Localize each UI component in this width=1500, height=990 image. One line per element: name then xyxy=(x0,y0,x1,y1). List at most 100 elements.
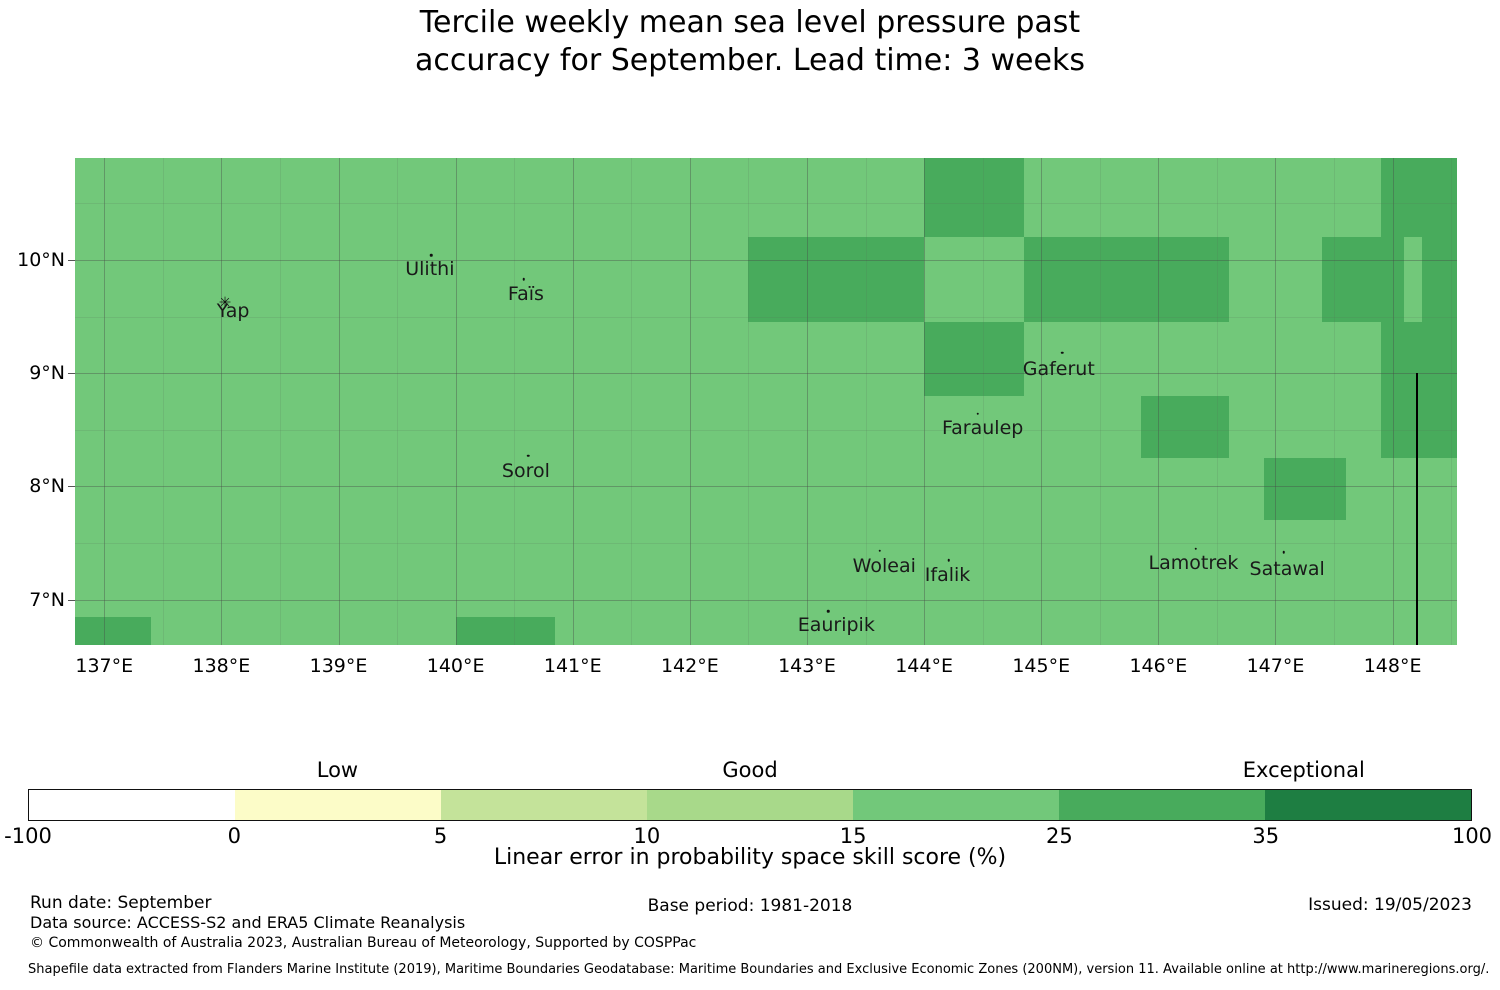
map-gridline-vertical xyxy=(514,158,516,645)
colorbar-tick-label: 100 xyxy=(1451,824,1493,848)
island-marker-icon xyxy=(429,254,433,257)
island-marker-icon xyxy=(526,454,530,458)
island-marker-icon xyxy=(1282,550,1285,554)
x-axis-tick-label: 141°E xyxy=(543,655,602,677)
island-marker-icon xyxy=(878,549,881,553)
eez-boundary-line xyxy=(1416,373,1418,645)
colorbar-segment xyxy=(441,790,647,820)
footer-base-period: Base period: 1981-2018 xyxy=(647,896,853,916)
map-gridline-horizontal xyxy=(75,259,1457,261)
colorbar-tick-label: 35 xyxy=(1252,824,1280,848)
map-gridline-horizontal xyxy=(75,429,1457,431)
x-axis-tick-label: 144°E xyxy=(895,655,953,677)
colorbar-category-label: Low xyxy=(316,758,359,782)
map-heatmap-panel: ✳ Yap Ulithi Faïs Gaferut Faraulep Sorol Woleai… xyxy=(75,158,1457,645)
island-marker-icon xyxy=(522,277,525,281)
map-gridline-vertical xyxy=(572,158,574,645)
island-label: Sorol xyxy=(501,459,550,482)
colorbar-tick-label: 15 xyxy=(839,824,867,848)
island-marker-icon xyxy=(826,609,830,613)
map-gridline-horizontal xyxy=(75,203,1457,205)
y-axis-tick-label: 8°N xyxy=(29,475,65,498)
map-gridline-horizontal xyxy=(75,316,1457,318)
island-marker-icon xyxy=(947,558,950,562)
footer-shapefile-note: Shapefile data extracted from Flanders M… xyxy=(28,962,1490,977)
heatmap-cell xyxy=(1380,158,1457,238)
map-gridline-vertical xyxy=(1041,158,1043,645)
map-gridline-vertical xyxy=(1216,158,1218,645)
island-marker-icon xyxy=(1194,547,1198,550)
colorbar-tick-label: 5 xyxy=(433,824,448,848)
colorbar-axis-label: Linear error in probability space skill … xyxy=(493,845,1007,870)
colorbar-tick-label: 0 xyxy=(227,824,241,848)
colorbar-segment xyxy=(647,790,853,820)
x-axis-tick-label: 138°E xyxy=(192,655,251,677)
map-gridline-vertical xyxy=(1451,158,1453,645)
map-gridline-vertical xyxy=(221,158,223,645)
map-gridline-horizontal xyxy=(75,486,1457,488)
x-axis-tick-label: 142°E xyxy=(660,655,719,677)
island-label: Lamotrek xyxy=(1148,552,1239,575)
island-label: Ulithi xyxy=(405,257,455,280)
y-axis-tick-label: 9°N xyxy=(29,362,65,385)
map-gridline-vertical xyxy=(1275,158,1277,645)
footer-issued-date: Issued: 19/05/2023 xyxy=(1308,895,1472,915)
heatmap-cell xyxy=(1380,322,1457,459)
y-axis-tick-label: 10°N xyxy=(17,248,65,271)
map-gridline-vertical xyxy=(1392,158,1394,645)
map-gridline-vertical xyxy=(806,158,808,645)
island-label: Woleai xyxy=(852,554,916,577)
map-gridline-vertical xyxy=(1334,158,1336,645)
island-label: Satawal xyxy=(1249,558,1325,581)
map-gridline-vertical xyxy=(104,158,106,645)
x-axis-tick-label: 145°E xyxy=(1012,655,1071,677)
map-gridline-vertical xyxy=(455,158,457,645)
x-axis-tick-label: 146°E xyxy=(1129,655,1188,677)
map-gridline-vertical xyxy=(397,158,399,645)
colorbar-segment xyxy=(235,790,441,820)
page-title: Tercile weekly mean sea level pressure p… xyxy=(415,5,1085,78)
capital-star-icon: ✳ xyxy=(218,293,232,312)
map-gridline-vertical xyxy=(748,158,750,645)
footer-run-date: Run date: September xyxy=(30,893,212,913)
map-gridline-horizontal xyxy=(75,543,1457,545)
island-label: Ifalik xyxy=(924,563,971,586)
x-axis-tick-label: 137°E xyxy=(75,655,134,677)
colorbar-category-label: Exceptional xyxy=(1242,758,1365,782)
map-gridline-vertical xyxy=(631,158,633,645)
map-gridline-vertical xyxy=(982,158,984,645)
map-gridline-vertical xyxy=(338,158,340,645)
colorbar-tick-label: 10 xyxy=(633,824,661,848)
heatmap-cell xyxy=(924,322,1024,396)
map-gridline-vertical xyxy=(689,158,691,645)
heatmap-cell xyxy=(1263,458,1346,521)
map-gridline-vertical xyxy=(1158,158,1160,645)
map-gridline-vertical xyxy=(162,158,164,645)
x-axis-tick-label: 140°E xyxy=(426,655,485,677)
heatmap-cell xyxy=(455,616,556,645)
x-axis-tick-label: 143°E xyxy=(778,655,836,677)
heatmap-cell xyxy=(748,237,925,323)
colorbar-segment xyxy=(853,790,1059,820)
y-axis-tick-label: 7°N xyxy=(29,588,65,611)
heatmap-cell xyxy=(924,158,1024,238)
island-label: Eauripik xyxy=(797,613,875,636)
x-axis-tick-label: 139°E xyxy=(309,655,368,677)
colorbar xyxy=(28,789,1472,821)
map-gridline-vertical xyxy=(865,158,867,645)
y-axis-tick-mark xyxy=(68,373,75,375)
heatmap-cell xyxy=(1140,395,1229,459)
x-axis-tick-label: 148°E xyxy=(1363,655,1422,677)
y-axis-tick-mark xyxy=(68,486,75,488)
colorbar-tick-label: -100 xyxy=(4,824,52,848)
island-label: Gaferut xyxy=(1022,357,1095,380)
footer-data-source: Data source: ACCESS-S2 and ERA5 Climate … xyxy=(30,913,466,932)
map-gridline-vertical xyxy=(924,158,926,645)
map-gridline-vertical xyxy=(1099,158,1101,645)
heatmap-cell xyxy=(1421,237,1457,323)
map-gridline-horizontal xyxy=(75,599,1457,601)
heatmap-cell xyxy=(75,616,152,645)
map-gridline-vertical xyxy=(279,158,281,645)
colorbar-tick-label: 25 xyxy=(1046,824,1073,848)
y-axis-tick-mark xyxy=(68,599,75,601)
